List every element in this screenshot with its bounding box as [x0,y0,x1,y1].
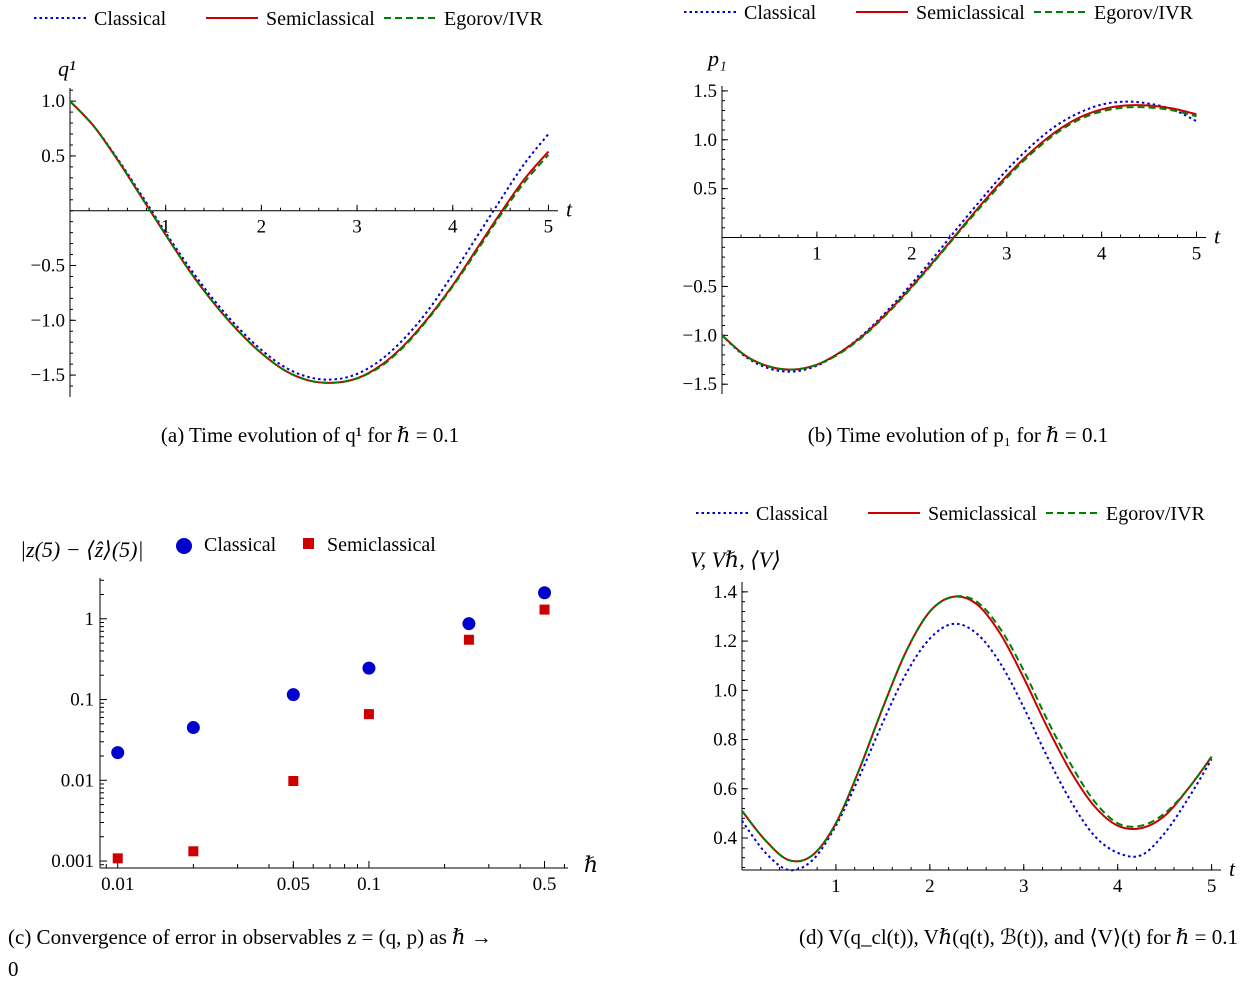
legend-label-egorov: Egorov/IVR [444,8,544,30]
point-classical [286,688,300,702]
x-tick-label: 1 [831,876,841,897]
y-tick-label: 1 [85,609,95,630]
y-tick-label: −1.0 [683,325,717,346]
chart-d: 1.4 1.2 1.0 0.8 0.6 0.4 1 2 3 4 5t V, Vℏ, ⟨V⟩ Classi… [690,503,1238,949]
y-axis-label: V, Vℏ, ⟨V⟩ [690,547,781,572]
legend: Classical Semiclassical Egorov/IVR [684,2,1194,24]
series-line-classical [741,622,1213,872]
legend-marker-semiclassical [303,538,314,549]
x-tick-label: 3 [1002,244,1012,265]
legend-label-classical: Classical [94,8,167,30]
legend: Classical Semiclassical Egorov/IVR [696,503,1206,525]
chart-c: 1 0.1 0.01 0.001 0.01 0.05 0.1 0.5 ℏ |z(5) − ⟨ẑ⟩(… [8,534,598,981]
y-tick-label: 0.5 [41,146,65,167]
caption: (c) Convergence of error in observables … [8,925,492,981]
series-line-semiclassical [69,100,550,384]
series-line-egorov [721,106,1197,371]
caption-line-1: (c) Convergence of error in observables … [8,925,492,949]
legend-label-classical: Classical [744,2,817,24]
x-tick-label: 3 [1019,876,1029,897]
x-tick-label: 4 [448,217,458,238]
point-semiclassical [288,775,299,786]
series-line-classical [721,100,1197,373]
y-axis-label: p₁ [706,46,727,71]
y-tick-label: −0.5 [31,256,65,277]
x-tick-label: 1 [161,217,171,238]
x-tick-label: 0.5 [533,874,557,895]
series-line-egorov [69,100,550,384]
y-tick-label: −1.5 [683,374,717,395]
y-tick-label: 0.4 [713,828,737,849]
legend: Classical Semiclassical Egorov/IVR [34,8,544,30]
point-semiclassical [188,846,199,857]
legend-label-semiclassical: Semiclassical [916,2,1025,24]
caption-line-2: 0 [8,957,19,981]
y-tick-label: 0.6 [713,779,737,800]
x-tick-label: 0.1 [357,874,381,895]
x-tick-label: 4 [1113,876,1123,897]
x-axis-label: t [1214,224,1221,249]
x-axis-label: ℏ [584,852,598,877]
chart-a: 1.0 0.5 −0.5 −1.0 −1.5 1 2 3 4 5t q¹ Classical Semic… [31,8,573,447]
y-tick-label: 0.001 [51,851,94,872]
y-axis-label: |z(5) − ⟨ẑ⟩(5)| [20,537,144,562]
y-tick-label: 1.4 [713,582,737,603]
x-tick-label: 4 [1097,244,1107,265]
x-axis-label: t [566,197,573,222]
caption: (b) Time evolution of p₁ for ℏ = 0.1 [808,423,1108,447]
y-tick-label: 0.8 [713,730,737,751]
y-tick-label: −0.5 [683,276,717,297]
x-tick-label: 3 [352,217,362,238]
y-tick-label: −1.5 [31,365,65,386]
y-tick-label: −1.0 [31,310,65,331]
point-semiclassical [463,634,474,645]
legend-label-semiclassical: Semiclassical [928,503,1037,525]
x-tick-label: 0.05 [277,874,310,895]
legend-marker-classical [176,538,192,554]
legend-label-semiclassical: Semiclassical [327,534,436,556]
point-classical [538,586,552,600]
x-tick-label: 5 [544,217,554,238]
y-tick-label: 0.5 [693,179,717,200]
point-classical [362,661,376,675]
series-line-classical [69,100,550,381]
legend-label-classical: Classical [204,534,277,556]
point-semiclassical [112,853,123,864]
legend: Classical Semiclassical [176,534,436,556]
x-tick-label: 2 [907,244,917,265]
point-classical [111,746,125,760]
x-tick-label: 2 [925,876,935,897]
point-classical [186,721,200,735]
x-tick-label: 5 [1207,876,1217,897]
caption: (d) V(q_cl(t)), Vℏ(q(t), ℬ(t)), and ⟨V⟩(… [799,925,1238,949]
point-classical [462,617,476,631]
caption: (a) Time evolution of q¹ for ℏ = 0.1 [161,423,459,447]
series-line-egorov [741,595,1213,863]
y-tick-label: 0.01 [61,770,94,791]
y-tick-label: 1.2 [713,631,737,652]
legend-label-egorov: Egorov/IVR [1094,2,1194,24]
legend-label-semiclassical: Semiclassical [266,8,375,30]
x-tick-label: 0.01 [101,874,134,895]
x-tick-label: 1 [812,244,822,265]
x-tick-label: 5 [1192,244,1202,265]
x-axis-label: t [1229,856,1236,881]
point-semiclassical [539,604,550,615]
series-line-semiclassical [741,595,1213,863]
y-tick-label: 1.0 [693,130,717,151]
point-semiclassical [363,709,374,720]
chart-b: 1.5 1.0 0.5 −0.5 −1.0 −1.5 1 2 3 4 5t p₁ Classical Se… [683,2,1221,447]
x-tick-label: 2 [257,217,267,238]
y-tick-label: 1.5 [693,81,717,102]
y-tick-label: 0.1 [70,690,94,711]
y-tick-label: 1.0 [713,680,737,701]
y-axis-label: q¹ [58,56,76,81]
legend-label-classical: Classical [756,503,829,525]
legend-label-egorov: Egorov/IVR [1106,503,1206,525]
y-tick-label: 1.0 [41,91,65,112]
